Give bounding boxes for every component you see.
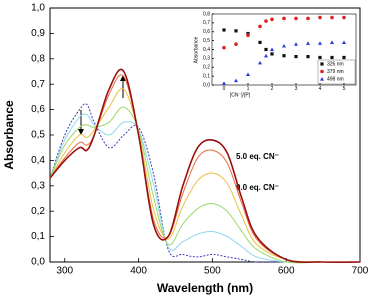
legend-label: 326 nm <box>327 61 344 67</box>
x-tick-label: 2 <box>271 86 274 92</box>
marker <box>270 52 274 56</box>
marker <box>306 41 310 45</box>
marker <box>330 15 334 20</box>
marker <box>234 78 238 83</box>
legend-swatch <box>320 62 324 66</box>
marker <box>306 55 310 59</box>
y-tick-label: 0,5 <box>31 130 45 141</box>
y-tick-label: 0,1 <box>31 231 45 242</box>
x-tick-label: 700 <box>352 266 369 277</box>
y-tick-label: 0,5 <box>203 38 210 44</box>
y-tick-label: 0,8 <box>203 11 210 17</box>
marker <box>246 72 250 76</box>
marker <box>294 55 298 59</box>
marker <box>234 42 238 46</box>
spectrum-line <box>49 88 361 263</box>
marker <box>342 40 346 44</box>
x-tick-label: 5 <box>343 86 346 92</box>
y-tick-label: 0,8 <box>31 53 45 64</box>
marker <box>258 40 262 44</box>
y-tick-label: 0,4 <box>31 155 45 166</box>
marker <box>306 16 310 21</box>
marker <box>222 45 226 50</box>
y-tick-label: 0,7 <box>31 79 45 90</box>
y-tick-label: 0,2 <box>31 206 45 217</box>
annotation: 5.0 eq. CN⁻ <box>236 152 279 161</box>
x-tick-label: 0 <box>223 86 226 92</box>
marker <box>282 54 286 58</box>
marker <box>270 17 274 22</box>
x-tick-label: 400 <box>130 266 147 277</box>
marker <box>318 41 322 45</box>
y-tick-label: 0,2 <box>203 65 210 71</box>
marker <box>294 16 298 21</box>
marker <box>282 16 286 21</box>
y-tick-label: 0,6 <box>31 104 45 115</box>
y-axis-title: Absorbance <box>2 100 16 170</box>
legend-swatch <box>320 77 324 81</box>
y-tick-label: 0,7 <box>203 20 210 26</box>
y-tick-label: 0,3 <box>203 56 210 62</box>
marker <box>294 42 298 46</box>
legend-label: 379 nm <box>327 69 344 75</box>
y-tick-label: 0,0 <box>203 82 210 88</box>
marker <box>234 29 238 33</box>
x-tick-label: 4 <box>319 86 322 92</box>
marker <box>264 19 268 23</box>
inset-y-title: Absorbance <box>193 36 199 63</box>
spectrum-line <box>49 68 361 263</box>
x-tick-label: 500 <box>204 266 221 277</box>
inset-x-title: [CN⁻]/[P] <box>230 92 251 98</box>
y-tick-label: 0,3 <box>31 180 45 191</box>
marker <box>342 55 346 60</box>
marker <box>258 24 262 29</box>
spectrum-line <box>49 113 360 263</box>
marker <box>330 55 334 60</box>
y-tick-label: 0,9 <box>31 28 45 39</box>
marker <box>264 47 268 52</box>
marker <box>342 15 346 20</box>
marker <box>264 53 268 58</box>
y-tick-label: 0,4 <box>203 47 210 53</box>
marker <box>318 15 322 20</box>
marker <box>330 40 334 44</box>
y-tick-label: 0,1 <box>203 73 210 79</box>
x-tick-label: 300 <box>56 266 73 277</box>
marker <box>282 43 286 48</box>
legend-label: 498 nm <box>327 76 344 82</box>
x-tick-label: 1 <box>247 86 250 92</box>
marker <box>318 55 322 60</box>
marker <box>222 28 226 32</box>
annotation: 0.0 eq. CN⁻ <box>236 183 279 192</box>
marker <box>258 60 262 65</box>
y-tick-label: 1,0 <box>31 3 45 14</box>
legend-box <box>317 59 356 85</box>
spectrum-line <box>49 103 360 263</box>
marker <box>246 33 250 38</box>
x-tick-label: 600 <box>278 266 295 277</box>
marker <box>222 81 226 85</box>
legend-swatch <box>320 69 324 74</box>
spectrum-line <box>49 106 360 264</box>
marker <box>270 47 274 52</box>
y-tick-label: 0,6 <box>203 29 210 35</box>
x-tick-label: 3 <box>295 86 298 92</box>
x-axis-title: Wavelength (nm) <box>157 281 253 295</box>
spectrum-line <box>49 74 361 263</box>
y-tick-label: 0,0 <box>31 257 45 268</box>
